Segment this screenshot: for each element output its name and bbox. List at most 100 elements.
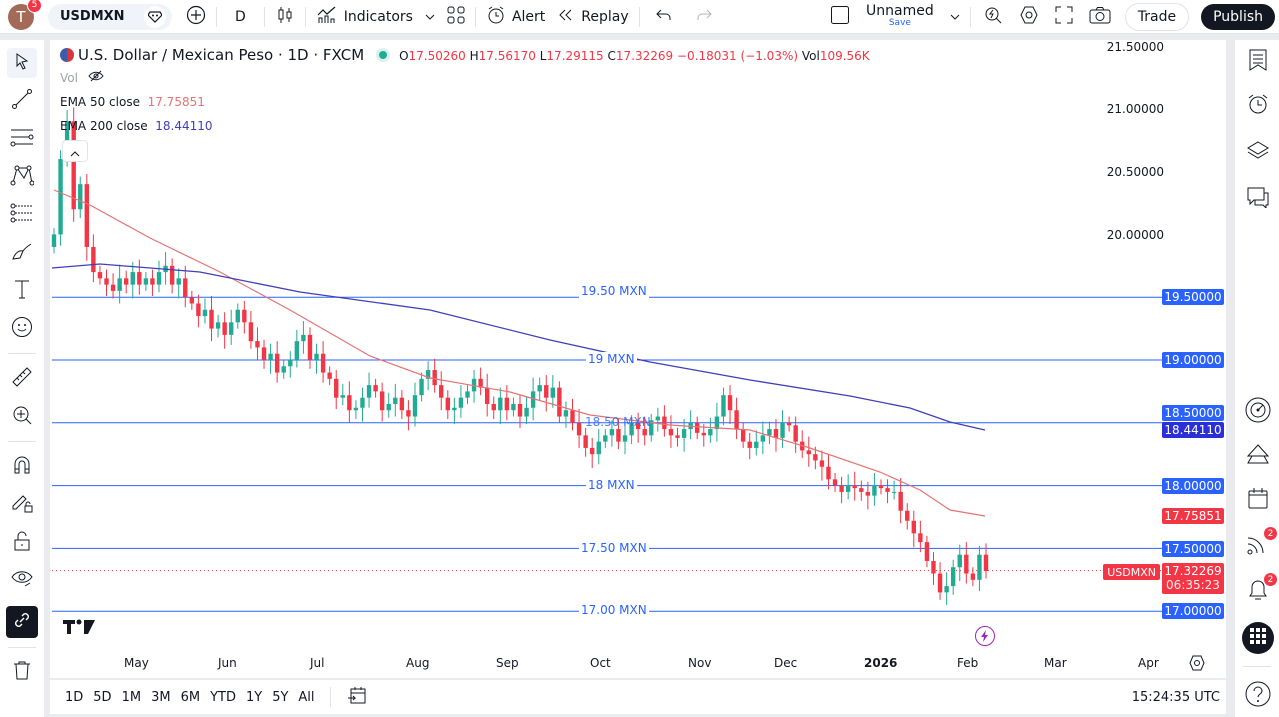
- alert-button[interactable]: Alert: [480, 0, 551, 34]
- layout-name-button[interactable]: Unnamed Save: [866, 2, 934, 28]
- tradingview-logo[interactable]: [62, 618, 96, 640]
- volume-legend[interactable]: Vol: [60, 70, 104, 85]
- range-button-ytd[interactable]: YTD: [210, 689, 236, 705]
- candle: [511, 403, 516, 411]
- range-button-5y[interactable]: 5Y: [272, 689, 289, 705]
- measure-tool[interactable]: [7, 364, 37, 394]
- candle: [557, 387, 562, 417]
- news-feed-button[interactable]: 2: [1244, 526, 1278, 560]
- alarm-clock-icon: [1247, 93, 1269, 119]
- products-menu-button[interactable]: [1242, 622, 1274, 654]
- fib-tool[interactable]: [7, 200, 37, 230]
- range-button-5d[interactable]: 5D: [93, 689, 112, 705]
- goto-date-button[interactable]: [341, 685, 373, 709]
- compare-add-button[interactable]: [180, 0, 212, 34]
- brush-tool[interactable]: [7, 238, 37, 268]
- trend-line-tool[interactable]: [7, 86, 37, 116]
- range-button-all[interactable]: All: [298, 689, 315, 705]
- publish-button[interactable]: Publish: [1201, 3, 1275, 30]
- remove-drawings-tool[interactable]: [7, 657, 37, 687]
- candle: [964, 554, 969, 574]
- quick-search-button[interactable]: [975, 0, 1011, 34]
- calendar-button[interactable]: [1244, 486, 1272, 514]
- eye-icon: [11, 569, 33, 593]
- hline-label[interactable]: 19 MXN: [586, 352, 637, 366]
- alerts-panel-button[interactable]: [1244, 92, 1272, 120]
- redo-button[interactable]: [684, 0, 724, 34]
- hide-drawings-tool[interactable]: [7, 566, 37, 596]
- pattern-tool[interactable]: [7, 162, 37, 192]
- help-button[interactable]: [1244, 681, 1272, 710]
- axis-settings-button[interactable]: [1189, 655, 1205, 675]
- interval-button[interactable]: D: [235, 8, 246, 25]
- layout-checkbox[interactable]: [824, 0, 856, 34]
- hline-label[interactable]: 18 MXN: [586, 478, 637, 492]
- layouts-button[interactable]: [441, 0, 471, 34]
- ema200-legend[interactable]: EMA 200 close 18.44110: [60, 119, 213, 133]
- indicators-button[interactable]: Indicators: [310, 0, 419, 34]
- lock-drawing-tool[interactable]: [7, 490, 37, 520]
- candle: [386, 403, 391, 411]
- watchlist-button[interactable]: [1244, 48, 1272, 76]
- notifications-button[interactable]: 2: [1244, 572, 1278, 606]
- cursor-tool[interactable]: [7, 48, 37, 78]
- calendar-icon: [1247, 487, 1269, 513]
- hline-label[interactable]: 17.50 MXN: [579, 541, 649, 555]
- chart-pane[interactable]: U.S. Dollar / Mexican Peso · 1D · FXCM O…: [50, 40, 1226, 678]
- clock-timezone[interactable]: 15:24:35 UTC: [1131, 689, 1220, 705]
- diamond-icon[interactable]: [144, 5, 166, 28]
- candle: [379, 391, 385, 411]
- undo-button[interactable]: [644, 0, 684, 34]
- candle: [872, 485, 877, 496]
- object-tree-button[interactable]: [1244, 138, 1272, 166]
- ema50-legend[interactable]: EMA 50 close 17.75851: [60, 95, 205, 109]
- indicators-dropdown-chevron[interactable]: [419, 0, 441, 34]
- candle: [222, 322, 227, 335]
- hline-label[interactable]: 19.50 MXN: [579, 284, 649, 298]
- hline-label[interactable]: 18.50 MXN: [585, 415, 651, 429]
- range-button-1d[interactable]: 1D: [65, 689, 84, 705]
- layout-dropdown-chevron[interactable]: [944, 0, 966, 34]
- candle: [845, 485, 851, 492]
- candle: [314, 353, 319, 360]
- screener-button[interactable]: [1244, 397, 1272, 427]
- candle: [425, 370, 431, 379]
- range-button-1m[interactable]: 1M: [121, 689, 142, 705]
- hline-label[interactable]: 17.00 MXN: [579, 603, 649, 617]
- snapshot-button[interactable]: [1081, 0, 1119, 34]
- chart-type-button[interactable]: [269, 0, 301, 34]
- replay-button[interactable]: Replay: [551, 0, 634, 34]
- grid-layout-icon: [447, 6, 465, 28]
- range-button-6m[interactable]: 6M: [180, 689, 201, 705]
- fullscreen-button[interactable]: [1047, 0, 1081, 34]
- chat-button[interactable]: [1244, 185, 1272, 213]
- zoom-in-tool[interactable]: [7, 402, 37, 432]
- trade-button[interactable]: Trade: [1124, 2, 1190, 31]
- magnet-tool[interactable]: [7, 452, 37, 482]
- eye-hidden-icon[interactable]: [88, 70, 104, 85]
- symbol-price-tag: USDMXN: [1103, 564, 1160, 580]
- symbol-title[interactable]: U.S. Dollar / Mexican Peso · 1D · FXCM: [78, 46, 365, 64]
- candle: [563, 410, 569, 417]
- range-button-1y[interactable]: 1Y: [245, 689, 263, 705]
- symbol-search[interactable]: USDMXN: [48, 3, 172, 30]
- sync-drawings-tool[interactable]: [6, 606, 38, 638]
- range-button-3m[interactable]: 3M: [151, 689, 171, 705]
- price-axis-label: 20.00000: [1106, 228, 1164, 242]
- alarm-clock-plus-icon: [486, 5, 506, 29]
- parallel-lines-tool[interactable]: [7, 124, 37, 154]
- candle: [911, 520, 917, 534]
- emoji-tool[interactable]: [7, 314, 37, 344]
- text-tool[interactable]: [7, 276, 37, 306]
- cursor-arrow-icon: [13, 52, 31, 74]
- candle: [406, 410, 411, 417]
- radar-icon: [1245, 397, 1271, 427]
- event-lightning-icon[interactable]: [975, 626, 995, 646]
- ideas-button[interactable]: [1244, 442, 1272, 470]
- settings-button[interactable]: [1011, 0, 1047, 34]
- collapse-legend-button[interactable]: [62, 140, 88, 162]
- price-chart-canvas[interactable]: [50, 40, 1226, 678]
- candle: [819, 460, 825, 467]
- lock-all-tool[interactable]: [7, 528, 37, 558]
